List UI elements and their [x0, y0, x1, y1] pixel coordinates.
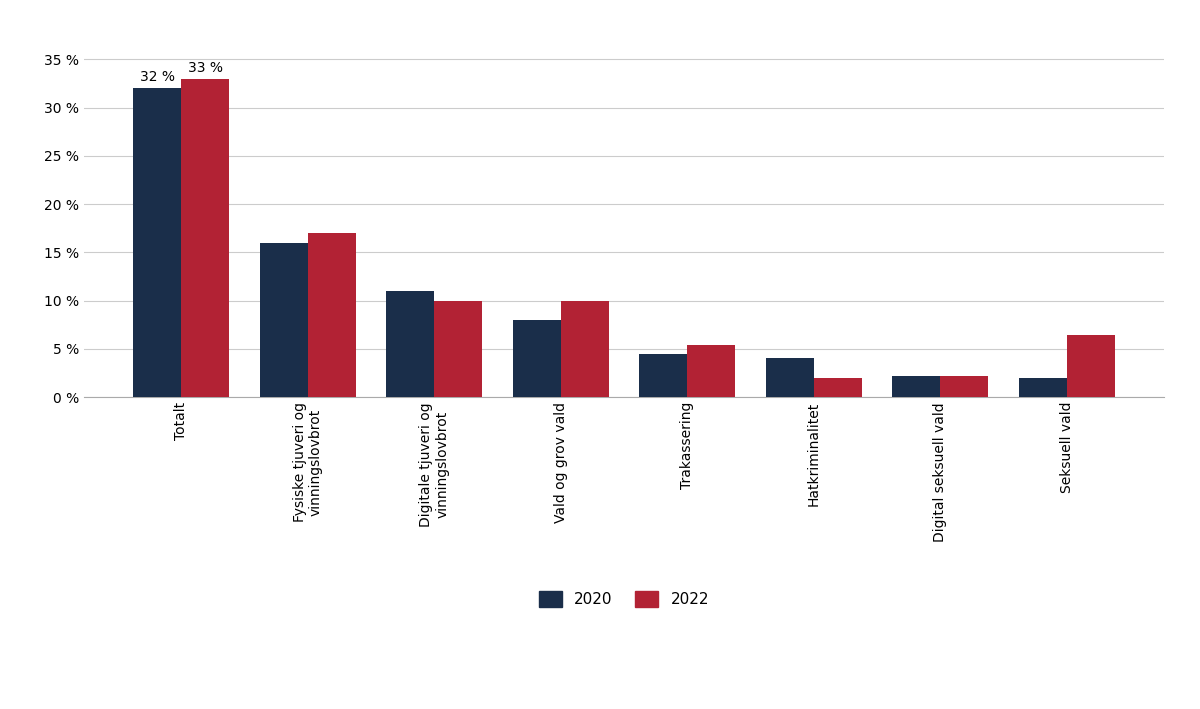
- Bar: [386, 291, 434, 397]
- Bar: [133, 88, 181, 397]
- Bar: [941, 376, 989, 397]
- Bar: [434, 301, 482, 397]
- Bar: [512, 320, 560, 397]
- Bar: [560, 301, 608, 397]
- Bar: [893, 376, 941, 397]
- Bar: [307, 233, 355, 397]
- Bar: [259, 242, 307, 397]
- Bar: [1019, 378, 1067, 397]
- Bar: [766, 359, 814, 397]
- Text: 32 %: 32 %: [139, 70, 175, 84]
- Bar: [181, 79, 229, 397]
- Bar: [688, 345, 736, 397]
- Bar: [1067, 335, 1115, 397]
- Bar: [814, 378, 862, 397]
- Text: 33 %: 33 %: [187, 61, 223, 74]
- Legend: 2020, 2022: 2020, 2022: [533, 586, 715, 613]
- Bar: [640, 354, 688, 397]
